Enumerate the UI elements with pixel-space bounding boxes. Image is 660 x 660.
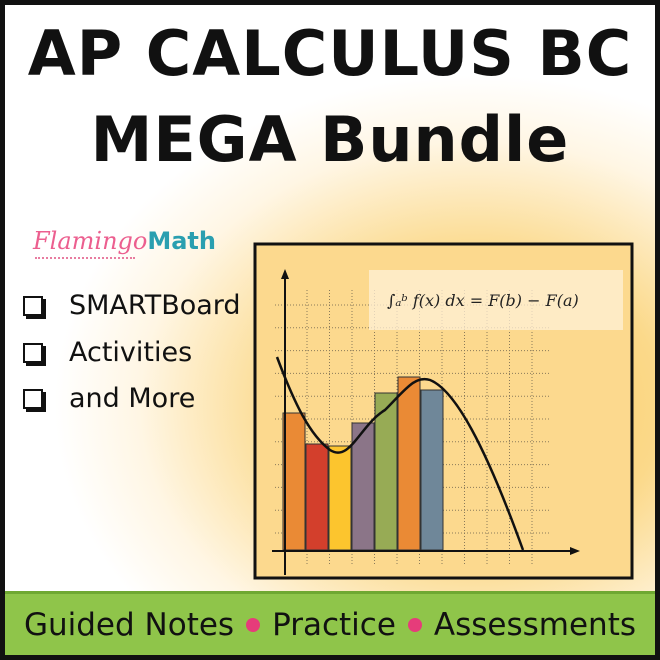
- function-curve: [275, 356, 525, 551]
- x-axis-arrow-icon: [570, 547, 580, 555]
- y-axis-arrow-icon: [281, 269, 289, 279]
- riemann-bar: [420, 389, 444, 551]
- checklist-item: SMARTBoard: [23, 290, 241, 321]
- checkbox-icon: [23, 295, 43, 316]
- logo-underline: [35, 257, 135, 259]
- riemann-bar: [397, 376, 421, 551]
- title-line-2: MEGA Bundle: [90, 103, 570, 176]
- checklist-item: and More: [23, 383, 195, 414]
- formula: ∫ₐᵇ f(x) dx = F(b) − F(a): [369, 270, 623, 330]
- footer-item: Guided Notes: [23, 606, 235, 643]
- riemann-sum-illustration: [253, 242, 634, 580]
- riemann-bar: [328, 445, 352, 551]
- footer-band: Guided Notes Practice Assessments: [5, 591, 655, 655]
- footer-item: Assessments: [433, 606, 637, 643]
- brand-logo: FlamingoMath: [33, 227, 216, 255]
- bullet-dot-icon: [407, 617, 422, 632]
- footer-item: Practice: [272, 606, 396, 643]
- title-line-1: AP CALCULUS BC: [27, 17, 633, 90]
- bullet-dot-icon: [246, 617, 261, 632]
- riemann-bar: [305, 443, 329, 551]
- riemann-bar: [282, 412, 306, 551]
- bars: [282, 376, 444, 551]
- checkbox-icon: [23, 388, 43, 409]
- checkbox-icon: [23, 342, 43, 363]
- checklist-item: Activities: [23, 337, 192, 368]
